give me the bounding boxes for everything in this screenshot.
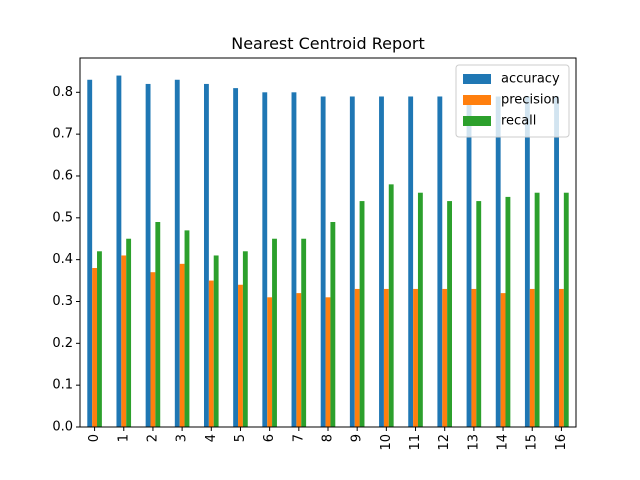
bar-accuracy-5 bbox=[233, 88, 239, 428]
legend-label-recall: recall bbox=[501, 114, 536, 129]
bar-recall-2 bbox=[155, 222, 161, 427]
axes-frame bbox=[79, 57, 577, 428]
bar-accuracy-16 bbox=[554, 96, 559, 428]
x-tick-label-8: 8 bbox=[321, 434, 336, 442]
bar-precision-16 bbox=[558, 288, 564, 427]
bar-precision-6 bbox=[267, 297, 273, 427]
bar-accuracy-2 bbox=[145, 83, 151, 427]
bar-recall-13 bbox=[476, 201, 482, 427]
y-tick-label-0.5: 0.5 bbox=[52, 210, 73, 225]
bar-accuracy-3 bbox=[174, 79, 180, 427]
bar-precision-14 bbox=[500, 293, 506, 427]
legend-swatch-precision bbox=[463, 95, 491, 105]
bar-recall-15 bbox=[534, 192, 540, 427]
y-tick-label-0.1: 0.1 bbox=[52, 378, 73, 393]
bar-precision-7 bbox=[296, 293, 302, 427]
bar-recall-14 bbox=[505, 196, 511, 427]
x-tick-label-4: 4 bbox=[204, 434, 219, 442]
bar-precision-9 bbox=[354, 288, 360, 427]
bar-precision-3 bbox=[179, 263, 185, 427]
x-axis: 0 1 2 3 4 5 6 7 8 9 10 11 12 13 14 15 16 bbox=[87, 427, 569, 451]
legend-swatch-recall bbox=[463, 116, 491, 126]
bar-precision-0 bbox=[92, 268, 98, 427]
y-tick-label-0.0: 0.0 bbox=[52, 420, 73, 435]
bar-precision-15 bbox=[529, 288, 535, 427]
bar-recall-7 bbox=[301, 238, 307, 427]
legend: accuracy precision recall bbox=[455, 64, 570, 138]
x-tick-label-3: 3 bbox=[175, 434, 190, 442]
bar-accuracy-13 bbox=[466, 96, 472, 428]
bar-recall-3 bbox=[184, 230, 190, 427]
bar-accuracy-0 bbox=[87, 79, 93, 427]
x-tick-label-6: 6 bbox=[262, 434, 277, 442]
bar-accuracy-10 bbox=[379, 96, 384, 428]
bar-recall-0 bbox=[97, 251, 102, 427]
bar-recall-10 bbox=[388, 184, 394, 427]
bar-recall-4 bbox=[213, 255, 219, 427]
bar-precision-5 bbox=[238, 284, 243, 427]
bar-accuracy-15 bbox=[524, 96, 530, 428]
x-tick-label-1: 1 bbox=[116, 434, 131, 442]
bar-accuracy-12 bbox=[437, 96, 443, 428]
x-tick-label-12: 12 bbox=[437, 434, 452, 451]
x-tick-label-11: 11 bbox=[408, 434, 423, 451]
y-tick-label-0.7: 0.7 bbox=[52, 127, 73, 142]
bar-accuracy-14 bbox=[495, 96, 501, 428]
bar-recall-5 bbox=[242, 251, 248, 427]
bar-accuracy-11 bbox=[408, 96, 414, 428]
bar-precision-1 bbox=[121, 255, 127, 427]
bar-accuracy-1 bbox=[116, 75, 122, 427]
bar-accuracy-9 bbox=[349, 96, 355, 428]
x-tick-label-13: 13 bbox=[466, 434, 481, 451]
x-tick-label-7: 7 bbox=[291, 434, 306, 442]
bar-recall-1 bbox=[126, 238, 132, 427]
bar-precision-11 bbox=[413, 288, 418, 427]
bar-recall-16 bbox=[563, 192, 569, 427]
bar-accuracy-8 bbox=[320, 96, 326, 428]
legend-swatch-accuracy bbox=[463, 74, 491, 84]
bar-recall-8 bbox=[330, 222, 336, 427]
x-tick-label-10: 10 bbox=[379, 434, 394, 451]
bar-precision-2 bbox=[150, 272, 156, 427]
legend-label-accuracy: accuracy bbox=[501, 72, 560, 87]
x-tick-label-0: 0 bbox=[87, 434, 102, 442]
bar-recall-6 bbox=[272, 238, 277, 427]
x-tick-label-15: 15 bbox=[525, 434, 540, 451]
y-tick-label-0.2: 0.2 bbox=[52, 336, 73, 351]
bar-accuracy-4 bbox=[204, 83, 209, 427]
x-tick-label-14: 14 bbox=[496, 434, 511, 451]
bar-accuracy-7 bbox=[291, 92, 297, 427]
bar-recall-12 bbox=[447, 201, 452, 427]
y-tick-label-0.3: 0.3 bbox=[52, 294, 73, 309]
x-tick-label-9: 9 bbox=[350, 434, 365, 442]
bar-accuracy-6 bbox=[262, 92, 268, 427]
legend-label-precision: precision bbox=[501, 93, 560, 108]
bar-precision-10 bbox=[383, 288, 389, 427]
bar-precision-13 bbox=[471, 288, 477, 427]
bar-precision-8 bbox=[325, 297, 331, 427]
x-tick-label-16: 16 bbox=[554, 434, 569, 451]
x-tick-label-5: 5 bbox=[233, 434, 248, 442]
bar-precision-4 bbox=[208, 280, 214, 427]
y-tick-label-0.6: 0.6 bbox=[52, 168, 73, 183]
y-tick-label-0.4: 0.4 bbox=[52, 252, 73, 267]
chart-title: Nearest Centroid Report bbox=[231, 34, 425, 53]
bar-recall-9 bbox=[359, 201, 365, 427]
y-tick-label-0.8: 0.8 bbox=[52, 85, 73, 100]
bars-layer bbox=[87, 75, 569, 428]
y-axis: 0.0 0.1 0.2 0.3 0.4 0.5 0.6 0.7 0.8 bbox=[52, 85, 80, 435]
bar-recall-11 bbox=[417, 192, 423, 427]
bar-precision-12 bbox=[442, 288, 448, 427]
x-tick-label-2: 2 bbox=[145, 434, 160, 442]
